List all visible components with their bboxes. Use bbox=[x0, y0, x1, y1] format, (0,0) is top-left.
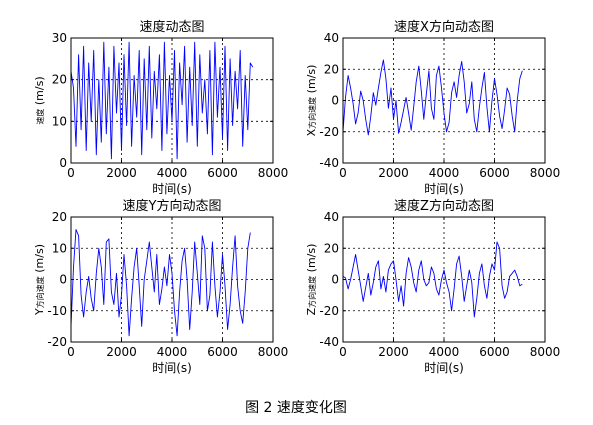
x-tick-label: 8000 bbox=[530, 166, 561, 180]
series-line bbox=[342, 241, 523, 318]
y-tick-label: 20 bbox=[324, 62, 339, 76]
subplot-3: 0 2000 4000 6000 8000 -20 -10 0 10 20 速度Y方向动态图时间(s… bbox=[33, 198, 288, 375]
subplot-4: 0 2000 4000 6000 8000 -40 -20 0 20 40 速度Z方向动态图时间(s… bbox=[305, 198, 560, 375]
x-tick-label: 2000 bbox=[106, 166, 137, 180]
y-tick-label: 40 bbox=[324, 210, 339, 224]
x-tick-label: 8000 bbox=[258, 166, 289, 180]
y-axis-label-unit: (m/s) bbox=[33, 76, 46, 108]
subplot-2: 0 2000 4000 6000 8000 -40 -20 0 20 40 速度X方向动态图时间(s… bbox=[305, 19, 560, 196]
chart-title: 速度Z方向动态图 bbox=[394, 198, 494, 214]
x-axis-label: 时间(s) bbox=[424, 182, 464, 196]
y-axis-label: X方向速度 (m/s) bbox=[305, 65, 318, 137]
y-axis-label-unit: (m/s) bbox=[305, 65, 318, 97]
y-axis-label: Y方向速度 (m/s) bbox=[33, 244, 46, 316]
y-axis-label-prefix: Z bbox=[305, 307, 318, 315]
y-tick-label: 0 bbox=[331, 94, 339, 108]
series-line bbox=[70, 41, 254, 160]
y-tick-label: -20 bbox=[319, 304, 339, 318]
y-tick-label: 10 bbox=[52, 241, 67, 255]
x-axis-label: 时间(s) bbox=[152, 361, 192, 375]
y-tick-label: -20 bbox=[47, 335, 67, 349]
y-axis-label-name: 方向速度 bbox=[307, 97, 317, 129]
x-axis-label: 时间(s) bbox=[424, 361, 464, 375]
series-line bbox=[342, 59, 523, 136]
chart-title: 速度动态图 bbox=[139, 19, 204, 35]
x-tick-label: 4000 bbox=[157, 345, 188, 359]
x-tick-label: 2000 bbox=[378, 345, 409, 359]
x-tick-label: 0 bbox=[67, 166, 75, 180]
y-tick-label: 0 bbox=[331, 273, 339, 287]
y-tick-label: 10 bbox=[52, 114, 67, 128]
y-axis-label-name: 方向速度 bbox=[307, 276, 317, 308]
x-axis-label: 时间(s) bbox=[152, 182, 192, 196]
x-tick-label: 6000 bbox=[207, 166, 238, 180]
y-tick-label: -10 bbox=[47, 304, 67, 318]
x-tick-label: 8000 bbox=[530, 345, 561, 359]
y-axis-label: 速度 (m/s) bbox=[33, 76, 46, 124]
y-tick-label: -20 bbox=[319, 125, 339, 139]
y-axis-label: Z方向速度 (m/s) bbox=[305, 244, 318, 316]
y-axis-label-unit: (m/s) bbox=[305, 244, 318, 276]
y-axis-label-prefix: Y bbox=[33, 308, 46, 316]
y-tick-label: -40 bbox=[319, 335, 339, 349]
y-tick-label: -40 bbox=[319, 156, 339, 170]
x-tick-label: 2000 bbox=[378, 166, 409, 180]
x-tick-label: 6000 bbox=[479, 345, 510, 359]
x-tick-label: 0 bbox=[339, 166, 347, 180]
y-axis-label-name: 方向速度 bbox=[35, 276, 45, 308]
y-tick-label: 30 bbox=[52, 31, 67, 45]
x-tick-label: 2000 bbox=[106, 345, 137, 359]
y-tick-label: 20 bbox=[52, 73, 67, 87]
x-tick-label: 4000 bbox=[429, 166, 460, 180]
y-axis-label-prefix: X bbox=[305, 128, 318, 136]
x-tick-label: 0 bbox=[67, 345, 75, 359]
y-tick-label: 0 bbox=[59, 273, 67, 287]
y-tick-label: 0 bbox=[59, 156, 67, 170]
x-tick-label: 4000 bbox=[429, 345, 460, 359]
x-tick-label: 4000 bbox=[157, 166, 188, 180]
y-tick-label: 20 bbox=[324, 241, 339, 255]
y-tick-label: 40 bbox=[324, 31, 339, 45]
chart-title: 速度X方向动态图 bbox=[394, 19, 494, 35]
x-tick-label: 0 bbox=[339, 345, 347, 359]
y-axis-label-name: 速度 bbox=[35, 109, 45, 125]
x-tick-label: 6000 bbox=[479, 166, 510, 180]
x-tick-label: 6000 bbox=[207, 345, 238, 359]
chart-title: 速度Y方向动态图 bbox=[123, 198, 222, 214]
series-line bbox=[70, 229, 251, 337]
x-tick-label: 8000 bbox=[258, 345, 289, 359]
figure-caption: 图 2 速度变化图 bbox=[245, 400, 347, 416]
y-tick-label: 20 bbox=[52, 210, 67, 224]
y-axis-label-unit: (m/s) bbox=[33, 244, 46, 276]
